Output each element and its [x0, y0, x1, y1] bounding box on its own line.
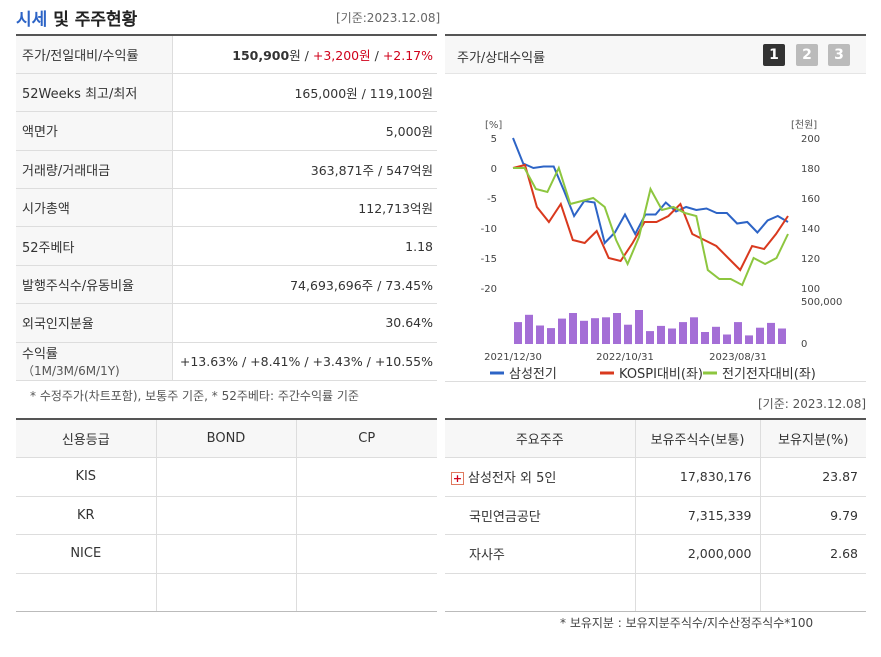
right-tick-label: 180 — [801, 164, 820, 175]
volume-bar — [723, 334, 731, 344]
volume-bar — [712, 326, 720, 344]
asof-date-holders: [기준: 2023.12.08] — [758, 397, 867, 411]
volume-bar — [580, 320, 588, 344]
credit-rating-table: 신용등급 BOND CP KIS KR NICE — [16, 418, 437, 612]
volume-bar — [558, 318, 566, 344]
table-row: NICE — [16, 534, 437, 574]
right-axis-unit: [천원] — [791, 119, 817, 131]
volume-bar — [657, 325, 665, 344]
left-axis-unit: [%] — [485, 120, 502, 131]
table-row: 액면가 5,000원 — [16, 111, 437, 151]
right-tick-label: 140 — [801, 224, 820, 235]
left-tick-label: 0 — [491, 164, 497, 175]
right-tick-label: 100 — [801, 284, 820, 295]
volume-bar — [767, 322, 775, 344]
chart-page-3-button[interactable]: 3 — [828, 44, 850, 66]
volume-tick-label: 0 — [801, 339, 807, 350]
price-summary-table: 주가/전일대비/수익률 150,900원 / +3,200원 / +2.17% … — [16, 34, 437, 382]
right-tick-label: 200 — [801, 134, 820, 145]
volume-bar — [701, 332, 709, 344]
shareholders-table: 주요주주 보유주식수(보통) 보유지분(%) + 삼성전자 외 5인 17,830… — [445, 418, 866, 612]
legend-label: 전기전자대비(좌) — [722, 367, 816, 382]
table-row: 52주베타 1.18 — [16, 226, 437, 266]
left-tick-label: -20 — [481, 284, 497, 295]
table-row: 수익률 （1M/3M/6M/1Y) +13.63% / +8.41% / +3.4… — [16, 342, 437, 382]
table-row: 주가/전일대비/수익률 150,900원 / +3,200원 / +2.17% — [16, 35, 437, 74]
right-tick-label: 160 — [801, 194, 820, 205]
volume-bar — [591, 318, 599, 344]
volume-bar — [536, 325, 544, 344]
chart-page-1-button[interactable]: 1 — [763, 44, 785, 66]
left-tick-label: -10 — [481, 224, 497, 235]
x-tick-label: 2023/08/31 — [709, 352, 767, 363]
chart-header: 주가/상대수익률 1 2 3 — [445, 36, 866, 74]
table-row: + 삼성전자 외 5인 17,830,176 23.87 — [445, 457, 866, 497]
chart-title: 주가/상대수익률 — [457, 51, 546, 66]
price-label: 주가/전일대비/수익률 — [16, 35, 173, 74]
table-row: 국민연금공단 7,315,339 9.79 — [445, 496, 866, 535]
volume-bar — [646, 331, 654, 344]
asof-date: [기준:2023.12.08] — [336, 11, 441, 25]
left-tick-label: -15 — [481, 254, 497, 265]
volume-bar — [668, 328, 676, 344]
volume-bar — [745, 335, 753, 344]
price-value: 150,900원 / +3,200원 / +2.17% — [172, 35, 437, 74]
volume-bar — [514, 322, 522, 344]
x-tick-label: 2022/10/31 — [596, 352, 654, 363]
table-row: KR — [16, 496, 437, 535]
volume-bar — [569, 313, 577, 344]
series-line-전기전자대비(좌) — [513, 165, 789, 287]
line-chart: [%] [천원] 5 0 -5 -10 -15 -20 200 180 160 140 120 100… — [481, 119, 843, 382]
table-row: 자사주 2,000,000 2.68 — [445, 534, 866, 574]
price-chart-panel: 주가/상대수익률 1 2 3 [%] [천원] 5 0 -5 -10 -15 -20 200… — [445, 34, 866, 382]
volume-bar — [778, 328, 786, 344]
table-row — [16, 573, 437, 612]
right-tick-label: 120 — [801, 254, 820, 265]
volume-bar — [547, 328, 555, 344]
table-row: 외국인지분율 30.64% — [16, 303, 437, 343]
left-tick-label: 5 — [491, 134, 497, 145]
series-line-삼성전기 — [512, 137, 789, 245]
volume-bar — [602, 317, 610, 344]
volume-bar — [624, 324, 632, 345]
left-tick-label: -5 — [487, 194, 497, 205]
page-title: 시세 및 주주현황 — [16, 10, 138, 30]
table-row: 시가총액 112,713억원 — [16, 188, 437, 228]
chart-page-2-button[interactable]: 2 — [796, 44, 818, 66]
volume-bar — [756, 327, 764, 344]
table-row: KIS — [16, 457, 437, 497]
volume-bar — [690, 317, 698, 344]
footnote-holders: * 보유지분 : 보유지분주식수/지수산정주식수*100 — [560, 616, 814, 630]
volume-tick-label: 500,000 — [801, 297, 842, 308]
series-line-KOSPI대비(좌) — [512, 163, 789, 272]
volume-bar — [635, 310, 643, 344]
expand-icon[interactable]: + — [451, 472, 464, 486]
volume-bar — [525, 314, 533, 344]
returns-value: +13.63% / +8.41% / +3.43% / +10.55% — [172, 342, 437, 382]
volume-bar — [679, 322, 687, 344]
volume-bar — [734, 322, 742, 344]
x-tick-label: 2021/12/30 — [484, 352, 542, 363]
table-row: 52Weeks 최고/최저 165,000원 / 119,100원 — [16, 73, 437, 113]
table-row: 발행주식수/유동비율 74,693,696주 / 73.45% — [16, 265, 437, 305]
table-row — [445, 573, 866, 612]
volume-bar — [613, 313, 621, 344]
legend-label: 삼성전기 — [509, 367, 557, 382]
footnote: * 수정주가(차트포함), 보통주 기준, * 52주베타: 주간수익률 기준 — [30, 389, 359, 403]
table-row: 거래량/거래대금 363,871주 / 547억원 — [16, 150, 437, 190]
legend-label: KOSPI대비(좌) — [619, 367, 703, 382]
